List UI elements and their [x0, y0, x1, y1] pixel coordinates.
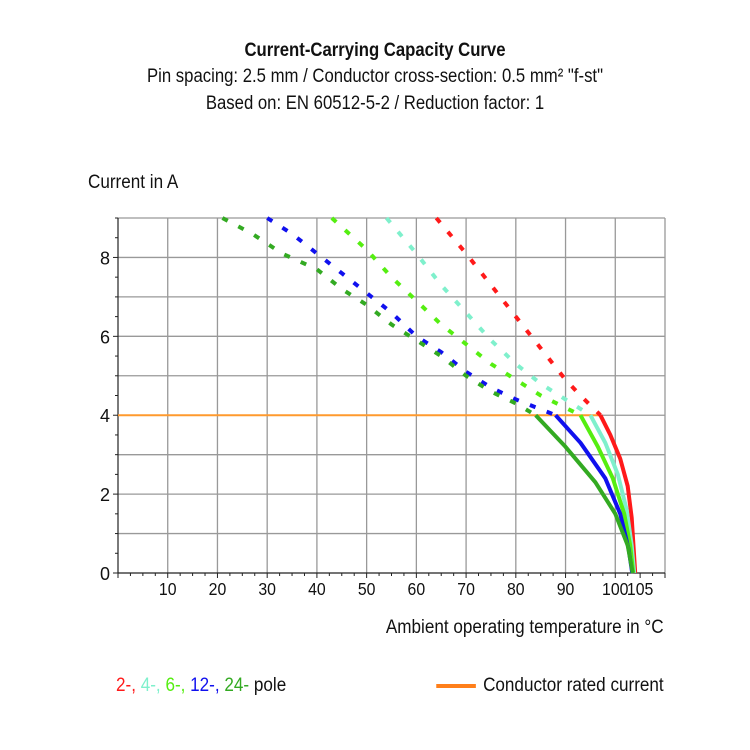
y-tick-label: 8	[100, 248, 110, 268]
legend-rated-label: Conductor rated current	[483, 675, 664, 696]
legend-pole-6: 6-,	[165, 675, 186, 696]
y-tick-label: 0	[100, 564, 110, 584]
series-4pole-extrapolated	[384, 216, 592, 417]
legend-rated-current: Conductor rated current	[436, 675, 664, 697]
x-tick-label: 80	[507, 579, 525, 599]
chart-subtitle-2: Based on: EN 60512-5-2 / Reduction facto…	[205, 93, 545, 114]
legend-pole-4: 4-,	[140, 675, 161, 696]
series-2pole-extrapolated	[434, 216, 602, 417]
x-tick-label: 50	[358, 579, 376, 599]
x-tick-label: 40	[308, 579, 326, 599]
y-axis-label: Current in A	[88, 172, 179, 193]
legend-rated-swatch	[436, 684, 477, 688]
x-tick-label: 10	[159, 579, 177, 599]
y-tick-label: 6	[100, 327, 110, 347]
y-tick-label: 4	[100, 406, 110, 426]
y-tick-label: 2	[100, 485, 110, 505]
x-tick-label: 90	[557, 579, 575, 599]
x-tick-label: 30	[258, 579, 276, 599]
x-tick-label: 70	[457, 579, 475, 599]
x-tick-label: 100	[602, 579, 628, 599]
chart-title: Current-Carrying Capacity Curve	[244, 40, 506, 61]
legend-pole-24: 24-	[224, 675, 250, 696]
series-12pole-extrapolated	[266, 216, 557, 418]
series-24pole-curve	[534, 413, 635, 574]
legend-pole-12: 12-,	[190, 675, 220, 696]
chart-subtitle-1: Pin spacing: 2.5 mm / Conductor cross-se…	[146, 66, 604, 87]
series-24pole-extrapolated	[221, 216, 537, 417]
legend-pole-2: 2-,	[116, 675, 136, 696]
x-tick-label: 105	[627, 579, 653, 599]
x-axis-label: Ambient operating temperature in °C	[386, 617, 664, 638]
legend-poles: 2-, 4-, 6-, 12-, 24- pole	[116, 675, 286, 697]
series-6pole-extrapolated	[330, 216, 582, 417]
x-tick-label: 20	[209, 579, 227, 599]
x-tick-label: 60	[408, 579, 426, 599]
legend-pole-suffix: pole	[253, 675, 287, 696]
